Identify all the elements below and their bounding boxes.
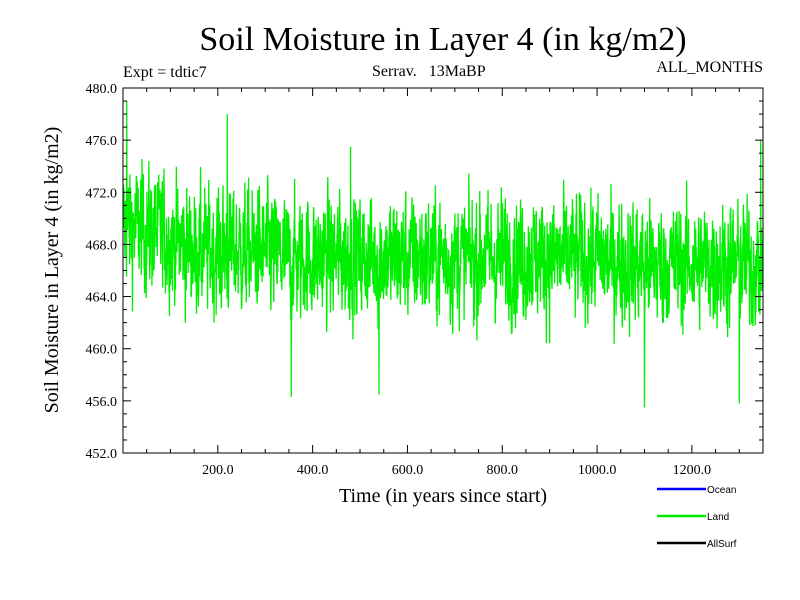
x-tick-label: 1200.0: [673, 463, 712, 478]
experiment-label: Expt = tdtic7: [123, 64, 207, 81]
y-tick-label: 460.0: [86, 343, 118, 358]
y-tick-label: 464.0: [86, 291, 118, 306]
y-tick-label: 452.0: [86, 447, 118, 462]
x-tick-label: 200.0: [202, 463, 234, 478]
y-tick-label: 480.0: [86, 82, 118, 97]
legend-label-land: Land: [707, 512, 729, 523]
y-tick-label: 456.0: [86, 395, 118, 410]
series-land-line: [123, 101, 763, 408]
x-tick-label: 1000.0: [578, 463, 617, 478]
x-tick-label: 600.0: [392, 463, 424, 478]
months-label: ALL_MONTHS: [656, 59, 763, 76]
chart-title: Soil Moisture in Layer 4 (in kg/m2): [199, 21, 686, 58]
y-axis-label: Soil Moisture in Layer 4 (in kg/m2): [41, 127, 63, 414]
legend-label-allsurf: AllSurf: [707, 539, 737, 550]
legend: Ocean Land AllSurf: [657, 485, 737, 550]
period-label: Serrav. 13MaBP: [372, 63, 486, 80]
y-tick-label: 468.0: [86, 238, 118, 253]
y-tick-label: 476.0: [86, 134, 118, 149]
legend-label-ocean: Ocean: [707, 485, 736, 496]
y-tick-label: 472.0: [86, 186, 118, 201]
x-tick-label: 800.0: [487, 463, 519, 478]
x-axis-label: Time (in years since start): [339, 485, 547, 507]
x-tick-label: 400.0: [297, 463, 329, 478]
